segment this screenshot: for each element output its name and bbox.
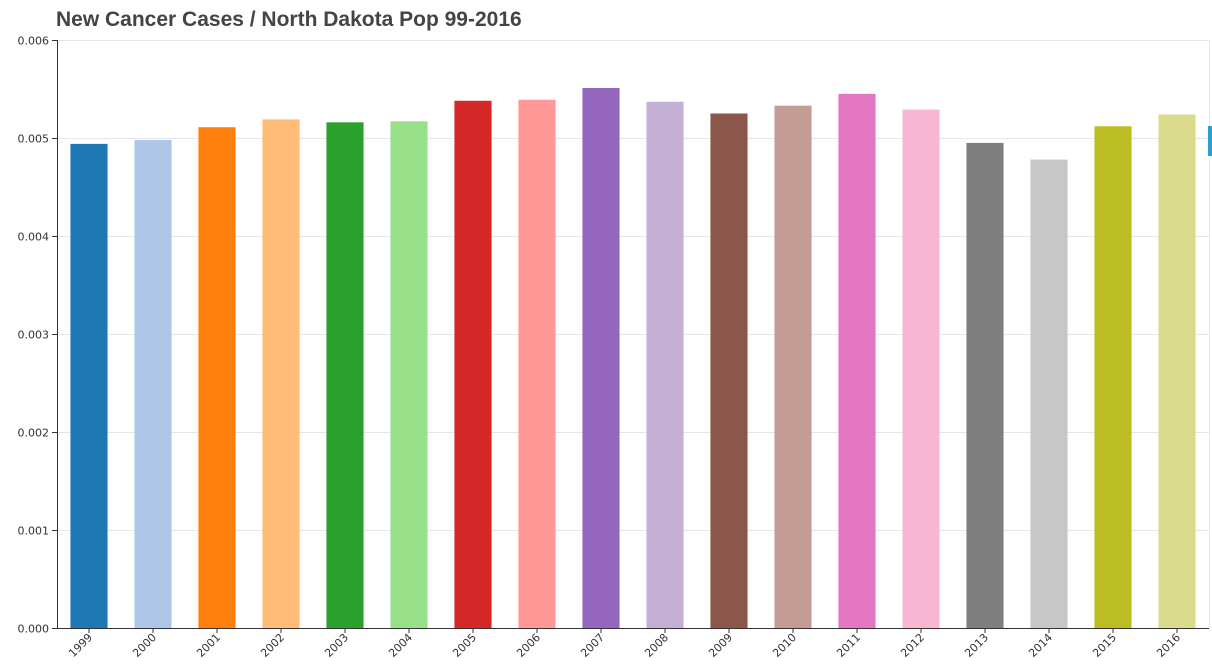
bar[interactable] [966, 142, 1004, 628]
x-tick-label: 2000 [130, 631, 159, 660]
bar[interactable] [1030, 159, 1068, 628]
bar[interactable] [1094, 126, 1132, 629]
bar[interactable] [326, 122, 364, 628]
y-tick-label: 0.003 [18, 329, 50, 342]
x-tick-label: 2002 [258, 631, 287, 660]
x-tick-label: 2007 [578, 631, 607, 660]
x-tick-label: 2016 [1154, 631, 1183, 660]
bar[interactable] [774, 105, 812, 628]
bar[interactable] [70, 143, 108, 628]
x-tick-label: 2014 [1026, 631, 1055, 660]
x-tick-label: 2011 [834, 631, 863, 660]
bar[interactable] [1158, 114, 1196, 629]
bar[interactable] [454, 100, 492, 628]
y-tick-label: 0.002 [18, 427, 50, 440]
x-tick-label: 2005 [450, 631, 479, 660]
bar[interactable] [710, 113, 748, 629]
bar[interactable] [518, 99, 556, 628]
x-tick-label: 2013 [962, 631, 991, 660]
bar[interactable] [902, 109, 940, 628]
x-tick-label: 2012 [898, 631, 927, 660]
x-tick-label: 1999 [66, 631, 95, 660]
x-tick-label: 2009 [706, 631, 735, 660]
y-tick-label: 0.000 [18, 623, 50, 636]
chart-title: New Cancer Cases / North Dakota Pop 99-2… [56, 8, 522, 31]
y-tick-label: 0.006 [18, 35, 50, 48]
y-tick-label: 0.001 [18, 525, 50, 538]
y-tick-label: 0.005 [18, 133, 50, 146]
y-tick-label: 0.004 [18, 231, 50, 244]
x-tick-label: 2010 [770, 631, 799, 660]
x-tick-label: 2003 [322, 631, 351, 660]
bar[interactable] [390, 121, 428, 628]
bar[interactable] [838, 93, 876, 628]
bar[interactable] [262, 119, 300, 628]
bar[interactable] [134, 139, 172, 628]
bar[interactable] [646, 101, 684, 629]
x-tick-label: 2001 [194, 631, 223, 660]
x-tick-label: 2006 [514, 631, 543, 660]
bar[interactable] [198, 127, 236, 628]
bar[interactable] [582, 88, 620, 628]
x-tick-label: 2004 [386, 631, 415, 660]
scroll-indicator[interactable] [1208, 126, 1212, 156]
x-tick-label: 2008 [642, 631, 671, 660]
x-tick-label: 2015 [1090, 631, 1119, 660]
